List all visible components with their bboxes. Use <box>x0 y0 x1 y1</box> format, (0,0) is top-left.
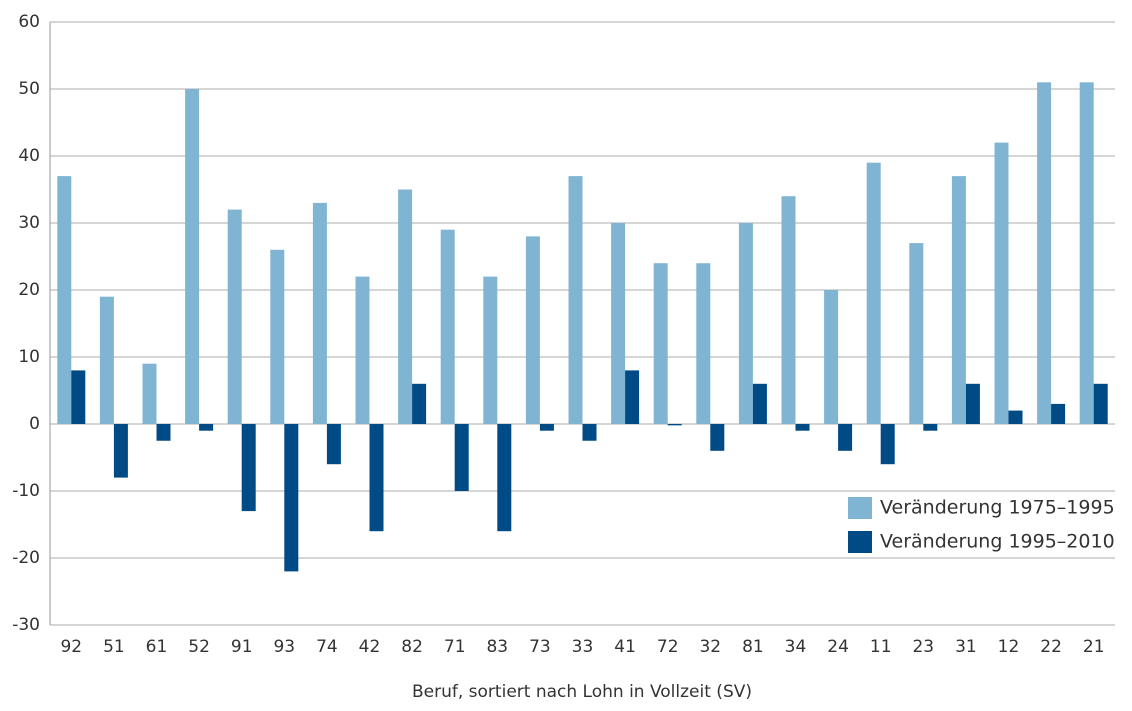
bar <box>71 370 86 424</box>
x-tick-label: 73 <box>529 637 551 657</box>
bar <box>539 424 554 431</box>
bar <box>99 296 114 424</box>
bar <box>696 263 711 424</box>
bar <box>653 263 668 424</box>
bar <box>909 243 924 424</box>
bar <box>227 209 242 424</box>
y-tick-label: 0 <box>29 414 40 434</box>
x-axis-title: Beruf, sortiert nach Lohn in Vollzeit (S… <box>412 682 752 702</box>
x-tick-label: 82 <box>401 637 423 657</box>
bar <box>142 363 157 424</box>
bar <box>270 249 285 424</box>
bar <box>667 424 682 426</box>
x-tick-label: 41 <box>614 637 636 657</box>
bar <box>284 424 299 572</box>
bar <box>483 276 498 424</box>
bar <box>199 424 214 431</box>
bar <box>568 176 583 424</box>
x-tick-label: 42 <box>359 637 381 657</box>
x-tick-label: 12 <box>998 637 1020 657</box>
bar <box>398 189 413 424</box>
x-tick-label: 23 <box>912 637 934 657</box>
y-tick-label: -10 <box>12 481 40 501</box>
bar <box>326 424 341 465</box>
x-tick-label: 74 <box>316 637 338 657</box>
legend-swatch <box>848 531 872 553</box>
x-tick-label: 24 <box>827 637 849 657</box>
x-tick-label: 34 <box>785 637 807 657</box>
y-tick-label: 50 <box>18 79 40 99</box>
bar <box>412 383 427 424</box>
bar <box>369 424 384 532</box>
legend-label: Veränderung 1995–2010 <box>880 531 1115 553</box>
y-tick-label: 10 <box>18 347 40 367</box>
x-tick-label: 21 <box>1083 637 1105 657</box>
x-tick-label: 71 <box>444 637 466 657</box>
bar <box>440 229 455 424</box>
bar <box>866 162 881 424</box>
legend-label: Veränderung 1975–1995 <box>880 497 1115 519</box>
bar <box>57 176 72 424</box>
bar <box>611 223 626 424</box>
bar <box>525 236 540 424</box>
x-tick-label: 92 <box>60 637 82 657</box>
y-tick-label: 20 <box>18 280 40 300</box>
bar <box>497 424 512 532</box>
x-tick-label: 33 <box>572 637 594 657</box>
bar <box>625 370 640 424</box>
bar <box>454 424 469 491</box>
y-tick-label: -30 <box>12 615 40 635</box>
bar <box>241 424 256 512</box>
x-tick-label: 52 <box>188 637 210 657</box>
bar <box>1079 82 1094 425</box>
x-tick-label: 61 <box>146 637 168 657</box>
bar <box>582 424 597 441</box>
x-tick-label: 83 <box>486 637 508 657</box>
bar <box>1037 82 1052 425</box>
bar <box>880 424 895 465</box>
bar <box>965 383 980 424</box>
bar <box>156 424 171 441</box>
x-tick-label: 72 <box>657 637 679 657</box>
x-tick-label: 91 <box>231 637 253 657</box>
bar <box>710 424 725 451</box>
x-tick-label: 22 <box>1040 637 1062 657</box>
bar <box>951 176 966 424</box>
y-tick-label: 60 <box>18 12 40 32</box>
bar <box>923 424 938 431</box>
x-tick-label: 31 <box>955 637 977 657</box>
bar <box>752 383 767 424</box>
bar <box>355 276 370 424</box>
x-tick-label: 32 <box>699 637 721 657</box>
x-tick-label: 11 <box>870 637 892 657</box>
y-tick-label: -20 <box>12 548 40 568</box>
bar <box>781 196 796 424</box>
y-tick-label: 40 <box>18 146 40 166</box>
bar <box>185 89 200 424</box>
x-tick-label: 51 <box>103 637 125 657</box>
legend-swatch <box>848 497 872 519</box>
bar <box>1051 403 1066 424</box>
bar <box>312 202 327 424</box>
bar <box>994 142 1009 424</box>
bar <box>738 223 753 424</box>
bar <box>113 424 128 478</box>
bar <box>838 424 853 451</box>
bar <box>824 290 839 424</box>
x-tick-label: 81 <box>742 637 764 657</box>
y-tick-label: 30 <box>18 213 40 233</box>
bar <box>1093 383 1108 424</box>
bar <box>795 424 810 431</box>
bar <box>1008 410 1023 424</box>
x-tick-label: 93 <box>273 637 295 657</box>
